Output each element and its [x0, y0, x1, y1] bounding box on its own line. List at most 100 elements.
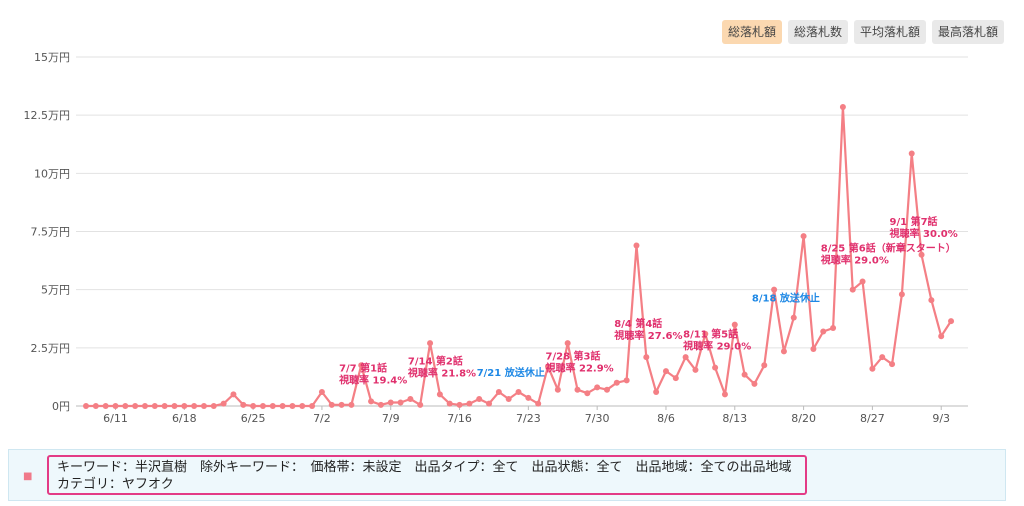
data-point [220, 400, 227, 407]
data-point [771, 286, 778, 293]
x-tick-label: 7/2 [313, 412, 331, 425]
data-point [535, 400, 542, 407]
data-point [328, 401, 335, 408]
annotation-rating: 視聴率 27.6% [613, 329, 682, 342]
data-point [741, 371, 748, 378]
data-point [839, 104, 846, 111]
x-tick-label: 9/3 [932, 412, 950, 425]
tab-max-amount[interactable]: 最高落札額 [931, 20, 1004, 44]
data-point [338, 401, 345, 408]
data-point [662, 368, 669, 375]
data-point [515, 389, 522, 396]
y-tick-label: 2.5万円 [31, 342, 71, 355]
data-point [427, 340, 434, 347]
data-point [377, 401, 384, 408]
data-point [92, 403, 99, 409]
search-conditions-box: キーワード：半沢直樹 除外キーワード： 価格帯：未設定 出品タイプ：全て 出品状… [47, 455, 807, 495]
data-point [898, 291, 905, 298]
tab-total-amount[interactable]: 総落札額 [721, 20, 782, 44]
x-tick-label: 7/23 [516, 412, 541, 425]
data-point [948, 318, 955, 325]
data-point [151, 403, 158, 409]
data-point [348, 401, 355, 408]
data-point [486, 400, 493, 407]
data-point [908, 150, 915, 157]
data-point [417, 401, 424, 408]
x-tick-label: 8/27 [860, 412, 885, 425]
data-point [446, 400, 453, 407]
tab-average-amount[interactable]: 平均落札額 [853, 20, 926, 44]
annotation-title: 8/25 第6話（新章スタート） [821, 242, 956, 255]
tab-total-count[interactable]: 総落札数 [787, 20, 848, 44]
y-tick-label: 12.5万円 [24, 109, 71, 122]
data-point [790, 314, 797, 321]
data-point [574, 386, 581, 393]
data-point [702, 330, 709, 337]
annotation-title: 7/28 第3話 [546, 350, 601, 363]
data-point [830, 325, 837, 332]
metric-tabs: 総落札額 総落札数 平均落札額 最高落札額 [721, 20, 1004, 44]
data-point [299, 403, 306, 409]
data-point [83, 403, 89, 409]
x-tick-label: 6/25 [241, 412, 266, 425]
data-point [820, 328, 827, 335]
data-point [554, 386, 561, 393]
data-point [397, 399, 404, 406]
data-point [171, 403, 178, 409]
data-point [250, 403, 257, 409]
data-point [712, 364, 719, 371]
data-point [368, 398, 375, 405]
data-point [230, 391, 237, 398]
data-point [928, 297, 935, 304]
x-tick-label: 6/11 [103, 412, 128, 425]
data-point [505, 396, 512, 403]
data-point [780, 348, 787, 355]
data-point [181, 403, 188, 409]
data-point [889, 361, 896, 368]
data-point [800, 233, 807, 240]
annotation-title: 8/18 放送休止 [752, 292, 820, 305]
data-point [210, 403, 217, 409]
data-point [653, 389, 660, 396]
x-tick-label: 8/6 [657, 412, 675, 425]
annotation-rating: 視聴率 29.0% [682, 340, 751, 353]
data-point [407, 396, 414, 403]
y-tick-label: 5万円 [41, 284, 70, 297]
y-tick-label: 10万円 [34, 167, 70, 180]
annotation-title: 9/1 第7話 [890, 215, 938, 228]
data-point [476, 396, 483, 403]
data-point [594, 384, 601, 391]
data-point [859, 278, 866, 285]
data-point [191, 403, 198, 409]
data-point [240, 401, 247, 408]
data-point [466, 400, 473, 407]
data-point [358, 362, 365, 369]
search-conditions-panel: ■ キーワード：半沢直樹 除外キーワード： 価格帯：未設定 出品タイプ：全て 出… [8, 449, 1006, 501]
data-point [603, 386, 610, 393]
y-tick-label: 15万円 [34, 51, 70, 64]
data-point [259, 403, 266, 409]
data-point [869, 365, 876, 372]
conditions-line-1: キーワード：半沢直樹 除外キーワード： 価格帯：未設定 出品タイプ：全て 出品状… [57, 460, 792, 475]
data-point [456, 401, 463, 408]
annotation-rating: 視聴率 30.0% [889, 227, 958, 240]
annotation-rating: 視聴率 19.4% [338, 373, 407, 386]
data-point [751, 380, 758, 387]
x-tick-label: 7/16 [447, 412, 472, 425]
data-point [938, 333, 945, 340]
data-point [279, 403, 286, 409]
annotation-title: 7/7 第1話 [339, 361, 387, 374]
data-point [436, 391, 443, 398]
y-tick-label: 0円 [52, 400, 70, 413]
data-point [682, 354, 689, 361]
data-point [721, 391, 728, 398]
data-point [318, 389, 325, 396]
data-point [141, 403, 148, 409]
data-point [525, 394, 532, 401]
data-point [879, 354, 886, 361]
data-point [200, 403, 207, 409]
annotation-rating: 視聴率 29.0% [820, 254, 889, 267]
data-point [692, 366, 699, 373]
data-point [495, 389, 502, 396]
y-tick-label: 7.5万円 [31, 226, 71, 239]
